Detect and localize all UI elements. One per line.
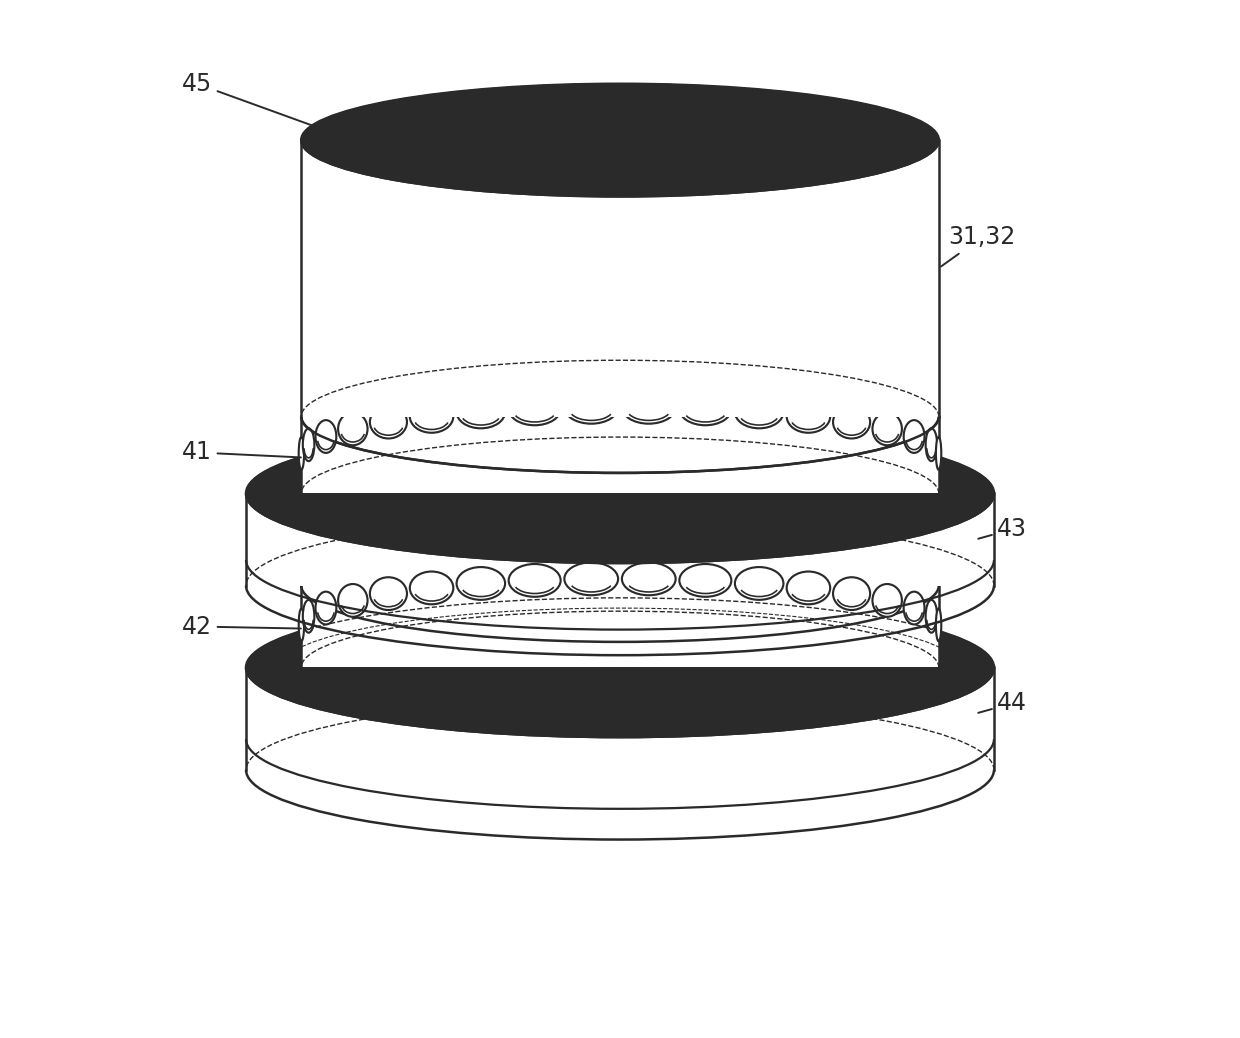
Ellipse shape bbox=[833, 406, 870, 438]
Ellipse shape bbox=[409, 400, 454, 433]
Ellipse shape bbox=[456, 395, 505, 429]
Ellipse shape bbox=[246, 598, 994, 737]
Ellipse shape bbox=[904, 420, 925, 453]
Ellipse shape bbox=[456, 567, 505, 600]
Ellipse shape bbox=[735, 567, 784, 600]
Ellipse shape bbox=[925, 600, 937, 633]
Polygon shape bbox=[301, 416, 939, 493]
Ellipse shape bbox=[409, 572, 454, 604]
Ellipse shape bbox=[246, 424, 994, 563]
Ellipse shape bbox=[680, 564, 732, 597]
Ellipse shape bbox=[370, 577, 407, 610]
Polygon shape bbox=[301, 140, 939, 416]
Ellipse shape bbox=[833, 577, 870, 610]
Text: 45: 45 bbox=[182, 72, 332, 133]
Ellipse shape bbox=[508, 564, 560, 597]
Ellipse shape bbox=[936, 437, 941, 470]
Ellipse shape bbox=[339, 412, 367, 445]
Text: 43: 43 bbox=[978, 517, 1028, 541]
Ellipse shape bbox=[786, 572, 831, 604]
Ellipse shape bbox=[622, 391, 676, 424]
Ellipse shape bbox=[936, 608, 941, 641]
Ellipse shape bbox=[303, 429, 315, 461]
Ellipse shape bbox=[315, 420, 336, 453]
Text: 31,32: 31,32 bbox=[941, 225, 1016, 267]
Ellipse shape bbox=[564, 391, 618, 424]
Polygon shape bbox=[246, 633, 994, 770]
Ellipse shape bbox=[786, 400, 831, 433]
Ellipse shape bbox=[925, 429, 937, 461]
Ellipse shape bbox=[873, 412, 901, 445]
Text: 41: 41 bbox=[182, 440, 301, 464]
Ellipse shape bbox=[301, 84, 939, 196]
Ellipse shape bbox=[303, 600, 315, 633]
Ellipse shape bbox=[735, 395, 784, 429]
Ellipse shape bbox=[622, 563, 676, 595]
Ellipse shape bbox=[564, 563, 618, 595]
Polygon shape bbox=[301, 585, 939, 667]
Polygon shape bbox=[246, 459, 994, 585]
Ellipse shape bbox=[508, 392, 560, 426]
Ellipse shape bbox=[370, 406, 407, 438]
Ellipse shape bbox=[680, 392, 732, 426]
Text: 44: 44 bbox=[978, 691, 1028, 715]
Ellipse shape bbox=[299, 608, 304, 641]
Text: 42: 42 bbox=[182, 614, 301, 638]
Ellipse shape bbox=[904, 592, 925, 625]
Ellipse shape bbox=[315, 592, 336, 625]
Ellipse shape bbox=[873, 584, 901, 617]
Ellipse shape bbox=[339, 584, 367, 617]
Ellipse shape bbox=[299, 437, 304, 470]
